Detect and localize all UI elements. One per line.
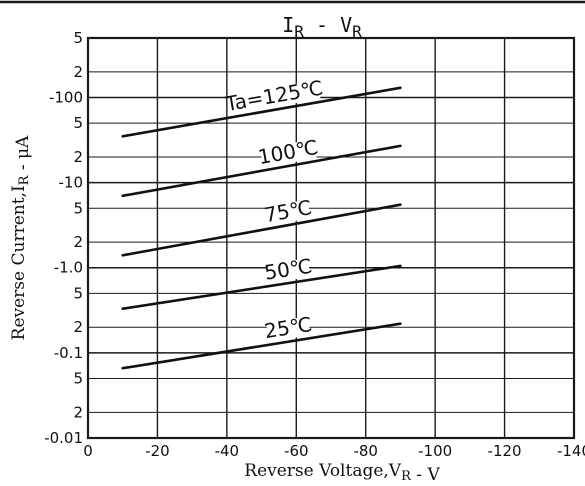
x-tick-label: -40 bbox=[215, 442, 240, 460]
series-label: 25℃ bbox=[263, 312, 314, 343]
y-tick-label: 2 bbox=[73, 403, 83, 421]
y-tick-label: 5 bbox=[73, 199, 83, 217]
x-tick-label: -100 bbox=[418, 442, 452, 460]
y-tick-label: -0.1 bbox=[54, 344, 83, 362]
series-label: 50℃ bbox=[263, 254, 314, 285]
chart-title: IR - VR bbox=[282, 13, 362, 41]
x-tick-label: 0 bbox=[83, 442, 93, 460]
y-axis-label: Reverse Current,IR - μA bbox=[9, 135, 33, 340]
y-tick-label: -10 bbox=[59, 174, 84, 192]
y-tick-label: 2 bbox=[73, 318, 83, 336]
series-line bbox=[121, 86, 402, 138]
x-tick-labels: 0 -20 -40 -60 -80 -100 -120 -140 bbox=[83, 442, 585, 460]
y-tick-label: 2 bbox=[73, 148, 83, 166]
y-tick-label: 5 bbox=[73, 284, 83, 302]
x-axis-label: Reverse Voltage,VR - V bbox=[244, 461, 440, 485]
y-tick-label: 2 bbox=[73, 63, 83, 81]
y-tick-label: 5 bbox=[73, 370, 83, 388]
y-tick-labels: 2 5 -0.1 2 5 -1.0 2 5 -10 2 5 -100 2 5 -0.01 bbox=[44, 29, 83, 447]
grid bbox=[87, 37, 575, 438]
x-tick-label: -120 bbox=[488, 442, 522, 460]
y-tick-label: -1.0 bbox=[54, 259, 83, 277]
svg-text:100℃: 100℃ bbox=[256, 135, 320, 169]
series-line bbox=[121, 264, 402, 311]
x-tick-label: -20 bbox=[145, 442, 170, 460]
series-line bbox=[121, 322, 402, 370]
y-tick-label: 5 bbox=[73, 29, 83, 47]
plot-frame bbox=[86, 36, 576, 440]
series-lines bbox=[121, 86, 402, 370]
y-tick-label-bottom: -0.01 bbox=[44, 429, 83, 447]
x-tick-label: -80 bbox=[353, 442, 378, 460]
series-line bbox=[121, 144, 402, 198]
x-tick-label: -140 bbox=[557, 442, 585, 460]
y-tick-label: -100 bbox=[49, 88, 83, 106]
y-tick-label: 5 bbox=[73, 114, 83, 132]
series-line bbox=[121, 203, 402, 257]
series-label: 100℃ bbox=[256, 135, 320, 169]
x-tick-label: -60 bbox=[284, 442, 309, 460]
y-tick-label: 2 bbox=[73, 233, 83, 251]
